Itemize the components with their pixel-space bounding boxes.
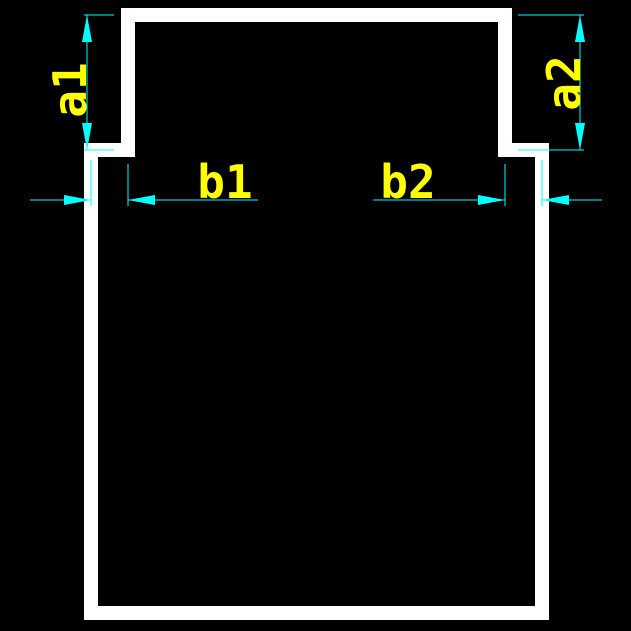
dimension-a2: a2 [518,14,591,151]
b2-arrow-left [478,195,505,205]
b2-arrow-right [542,195,569,205]
dimension-b1: b1 [30,155,258,209]
b2-label: b2 [380,155,435,209]
dimension-a1: a1 [43,14,114,151]
b1-arrow-left [64,195,91,205]
profile-outline [84,8,549,620]
a1-arrow-bottom [82,123,92,150]
a2-arrow-top [575,15,585,42]
a1-arrow-top [82,15,92,42]
b1-label: b1 [197,155,252,209]
a2-arrow-bottom [575,123,585,150]
dimension-b2: b2 [373,155,602,209]
b1-arrow-right [128,195,155,205]
a2-label: a2 [537,55,591,110]
a1-label: a1 [43,62,97,117]
